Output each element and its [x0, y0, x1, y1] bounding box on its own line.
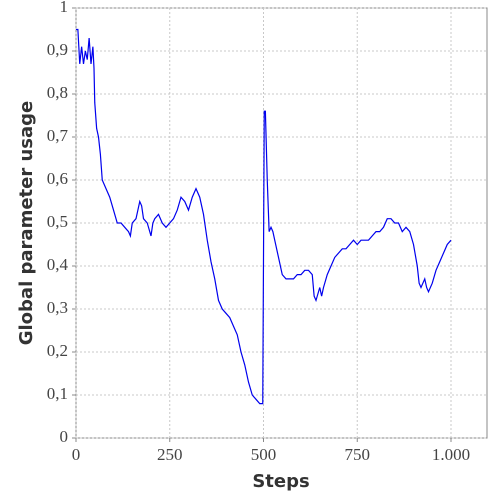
- y-tick-label: 0,6: [47, 169, 68, 188]
- x-tick-label: 500: [251, 445, 277, 464]
- x-tick-label: 750: [345, 445, 371, 464]
- y-tick-label: 0,4: [47, 255, 69, 274]
- y-tick-label: 0,1: [47, 384, 68, 403]
- y-tick-label: 0,5: [47, 212, 68, 231]
- y-tick-label: 0,9: [47, 40, 68, 59]
- y-axis-title: Global parameter usage: [16, 101, 37, 346]
- x-tick-label: 0: [72, 445, 81, 464]
- x-tick-label: 250: [157, 445, 183, 464]
- y-tick-label: 0,3: [47, 298, 68, 317]
- y-tick-label: 0,2: [47, 341, 68, 360]
- x-tick-label: 1.000: [432, 445, 470, 464]
- x-axis-title: Steps: [252, 471, 309, 492]
- y-tick-label: 0,8: [47, 83, 68, 102]
- y-tick-label: 0,7: [47, 126, 69, 145]
- y-tick-label: 0: [60, 427, 69, 446]
- series-line: [76, 28, 452, 405]
- y-tick-label: 1: [60, 0, 69, 16]
